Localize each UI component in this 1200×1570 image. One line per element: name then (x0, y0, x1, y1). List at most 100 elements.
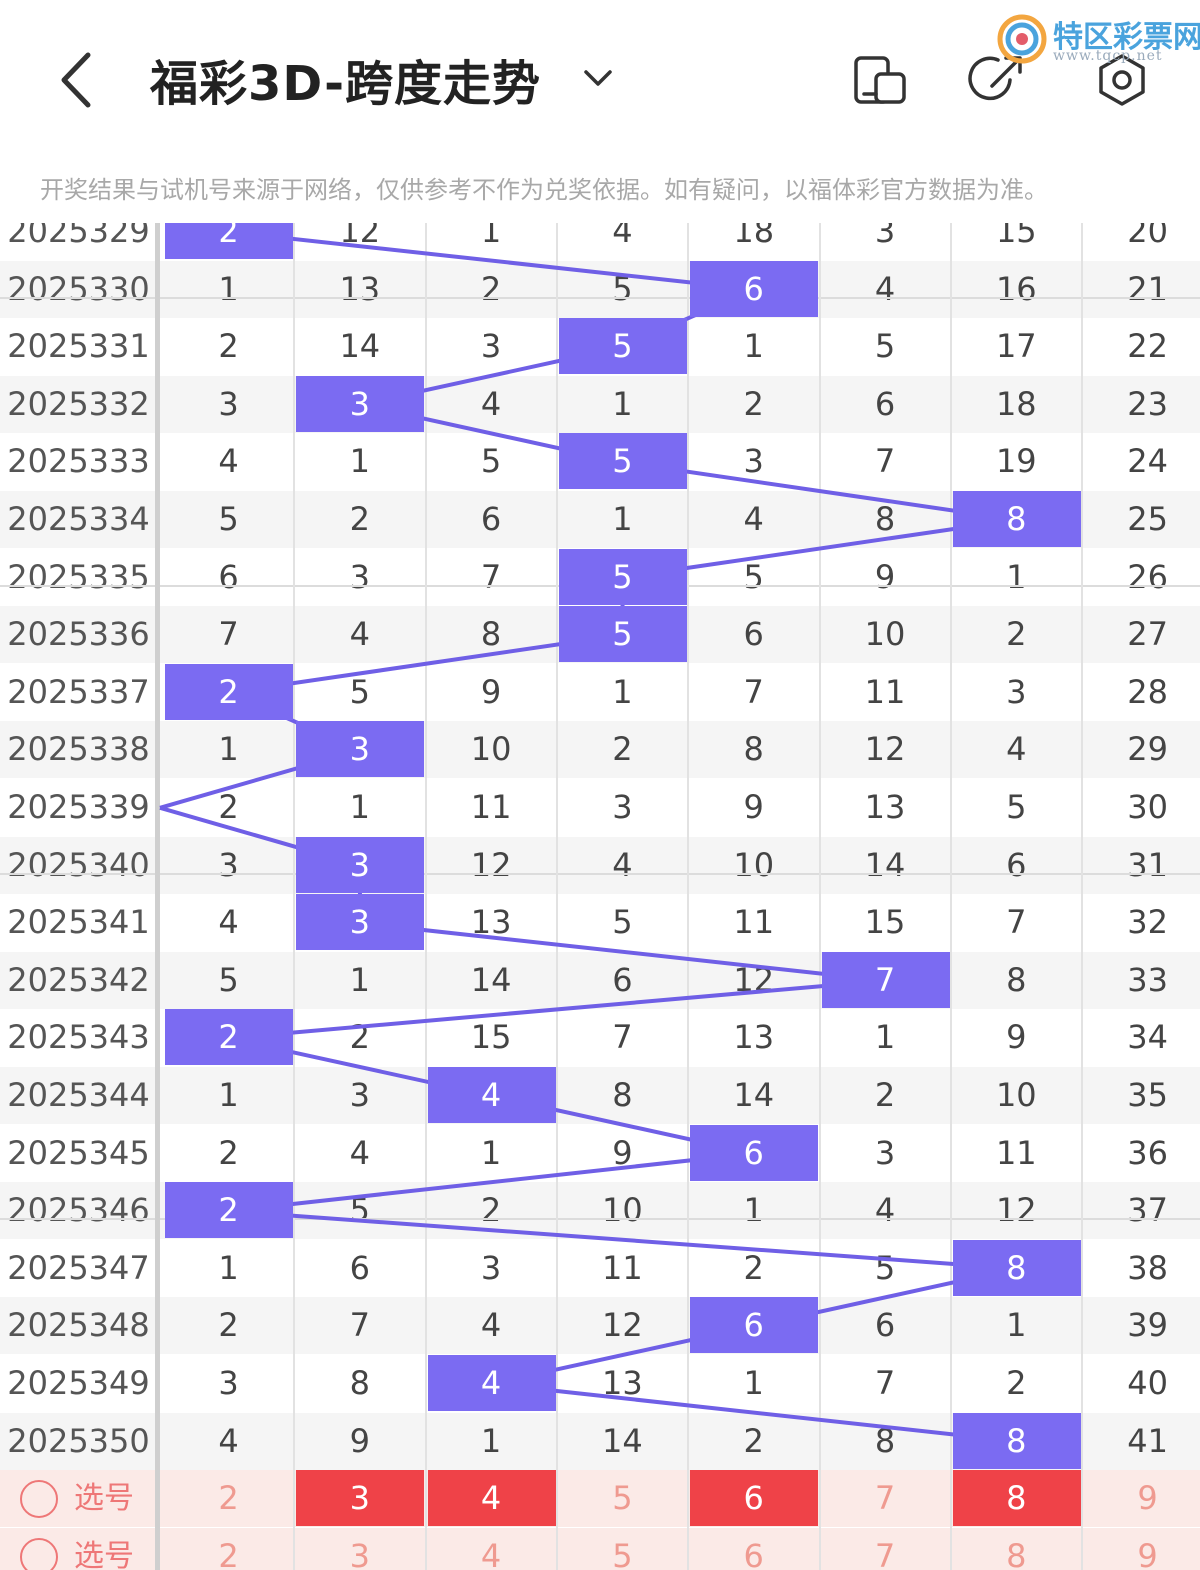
omission-cell: 4 (218, 903, 239, 942)
omission-cell: 38 (1127, 1248, 1168, 1287)
omission-cell: 4 (612, 223, 633, 250)
hit-value: 6 (743, 1133, 764, 1172)
issue-number: 2025332 (7, 384, 150, 423)
select-label[interactable]: 选号 (0, 1528, 157, 1570)
hit-value: 5 (612, 615, 633, 654)
omission-cell: 1 (1006, 1306, 1027, 1345)
trend-chart-grid: 2025329 2 12 1 4 18 3 15 20 2025330 1 13 2 5 6 4 16 21 202… (0, 223, 1200, 1570)
selected-number-marker[interactable] (690, 1470, 819, 1527)
table-row: 2025334 5 2 6 1 4 8 8 25 (0, 491, 1200, 548)
table-row: 2025344 1 3 4 8 14 2 10 35 (0, 1067, 1200, 1124)
table-row: 2025333 4 1 5 5 3 7 19 24 (0, 433, 1200, 490)
select-number[interactable]: 7 (874, 1536, 896, 1570)
omission-cell: 7 (218, 615, 239, 654)
omission-cell: 11 (602, 1248, 643, 1287)
hit-value: 7 (874, 960, 896, 999)
select-number[interactable]: 7 (874, 1479, 896, 1518)
select-number[interactable]: 5 (612, 1536, 633, 1570)
omission-cell: 8 (1006, 960, 1027, 999)
hit-value: 2 (218, 1018, 239, 1057)
selected-number-marker[interactable] (427, 1470, 556, 1527)
omission-cell: 1 (349, 960, 370, 999)
select-label[interactable]: 选号 (0, 1470, 157, 1527)
omission-cell: 19 (995, 442, 1037, 481)
omission-cell: 8 (874, 500, 896, 538)
omission-cell: 25 (1127, 500, 1168, 538)
radio-circle-icon[interactable] (20, 1480, 58, 1519)
selected-number-marker[interactable] (952, 1470, 1081, 1527)
omission-cell: 2 (218, 1133, 239, 1172)
page-title[interactable]: 福彩3D-跨度走势 (150, 56, 542, 112)
radio-circle-icon[interactable] (20, 1537, 58, 1570)
hit-marker (165, 1009, 293, 1066)
hit-marker (296, 894, 425, 951)
omission-cell: 37 (1127, 1191, 1168, 1230)
hit-value: 6 (743, 269, 764, 308)
omission-cell: 7 (612, 1018, 633, 1057)
trend-segment (228, 229, 755, 292)
omission-cell: 27 (1127, 615, 1168, 654)
omission-cell: 2 (743, 1421, 764, 1460)
group-separator (0, 1218, 1200, 1221)
omission-cell: 18 (733, 223, 775, 250)
omission-cell: 28 (1127, 672, 1168, 711)
omission-cell: 1 (480, 223, 502, 250)
omission-cell: 12 (602, 1306, 643, 1345)
omission-cell: 2 (218, 788, 239, 826)
selected-number-marker[interactable] (296, 1470, 425, 1527)
logo-name: 特区彩票网 (1053, 20, 1200, 55)
column-divider (1081, 223, 1084, 1570)
hit-marker (821, 951, 950, 1008)
chevron-down-icon[interactable] (578, 58, 618, 98)
select-number[interactable]: 9 (1137, 1479, 1158, 1518)
select-number[interactable]: 6 (743, 1536, 764, 1570)
back-arrow-icon[interactable] (50, 45, 110, 115)
table-row: 2025338 1 3 10 2 8 12 4 29 (0, 721, 1200, 779)
select-number[interactable]: 2 (218, 1536, 239, 1570)
trend-segment (359, 921, 886, 983)
omission-cell: 17 (995, 327, 1037, 366)
hit-marker (296, 836, 425, 893)
select-number[interactable]: 4 (480, 1479, 502, 1518)
select-number[interactable]: 4 (480, 1536, 502, 1570)
hit-value: 5 (612, 557, 633, 596)
omission-cell: 3 (349, 1076, 370, 1114)
omission-cell: 1 (743, 327, 764, 366)
omission-cell: 3 (874, 223, 896, 250)
omission-cell: 6 (743, 615, 764, 654)
omission-cell: 1 (612, 500, 633, 538)
layout-toggle-icon[interactable] (850, 50, 910, 110)
omission-cell: 1 (218, 1248, 239, 1287)
settings-icon[interactable] (1092, 50, 1152, 110)
select-number[interactable]: 6 (743, 1479, 764, 1518)
omission-cell: 15 (864, 903, 906, 942)
select-number[interactable]: 8 (1006, 1479, 1027, 1518)
omission-cell: 4 (1006, 730, 1027, 769)
omission-cell: 7 (874, 442, 896, 481)
omission-cell: 18 (995, 384, 1037, 423)
select-number[interactable]: 3 (349, 1479, 370, 1518)
omission-cell: 3 (743, 442, 764, 481)
omission-cell: 7 (743, 672, 764, 711)
hit-value: 5 (612, 442, 633, 481)
table-row: 2025339 2 1 11 3 9 13 5 30 (0, 779, 1200, 836)
omission-cell: 33 (1127, 960, 1168, 999)
select-row: 选号 2 3 4 5 6 7 8 9 (0, 1527, 1200, 1570)
select-number[interactable]: 8 (1006, 1536, 1027, 1570)
issue-number: 2025330 (7, 269, 150, 308)
hit-marker (558, 606, 687, 663)
trend-segment (622, 460, 1017, 522)
select-number[interactable]: 2 (218, 1479, 239, 1518)
hit-marker (296, 375, 425, 432)
omission-cell: 4 (743, 500, 764, 538)
select-number[interactable]: 9 (1137, 1536, 1158, 1570)
logo-url: www.tqcp.net (1053, 48, 1163, 64)
omission-cell: 5 (480, 442, 502, 481)
omission-cell: 2 (218, 327, 239, 366)
table-row: 2025345 2 4 1 9 6 3 11 36 (0, 1124, 1200, 1182)
omission-cell: 29 (1127, 730, 1168, 769)
hit-value: 4 (480, 1076, 502, 1114)
select-number[interactable]: 5 (612, 1479, 633, 1518)
omission-cell: 4 (480, 1306, 502, 1345)
select-number[interactable]: 3 (349, 1536, 370, 1570)
